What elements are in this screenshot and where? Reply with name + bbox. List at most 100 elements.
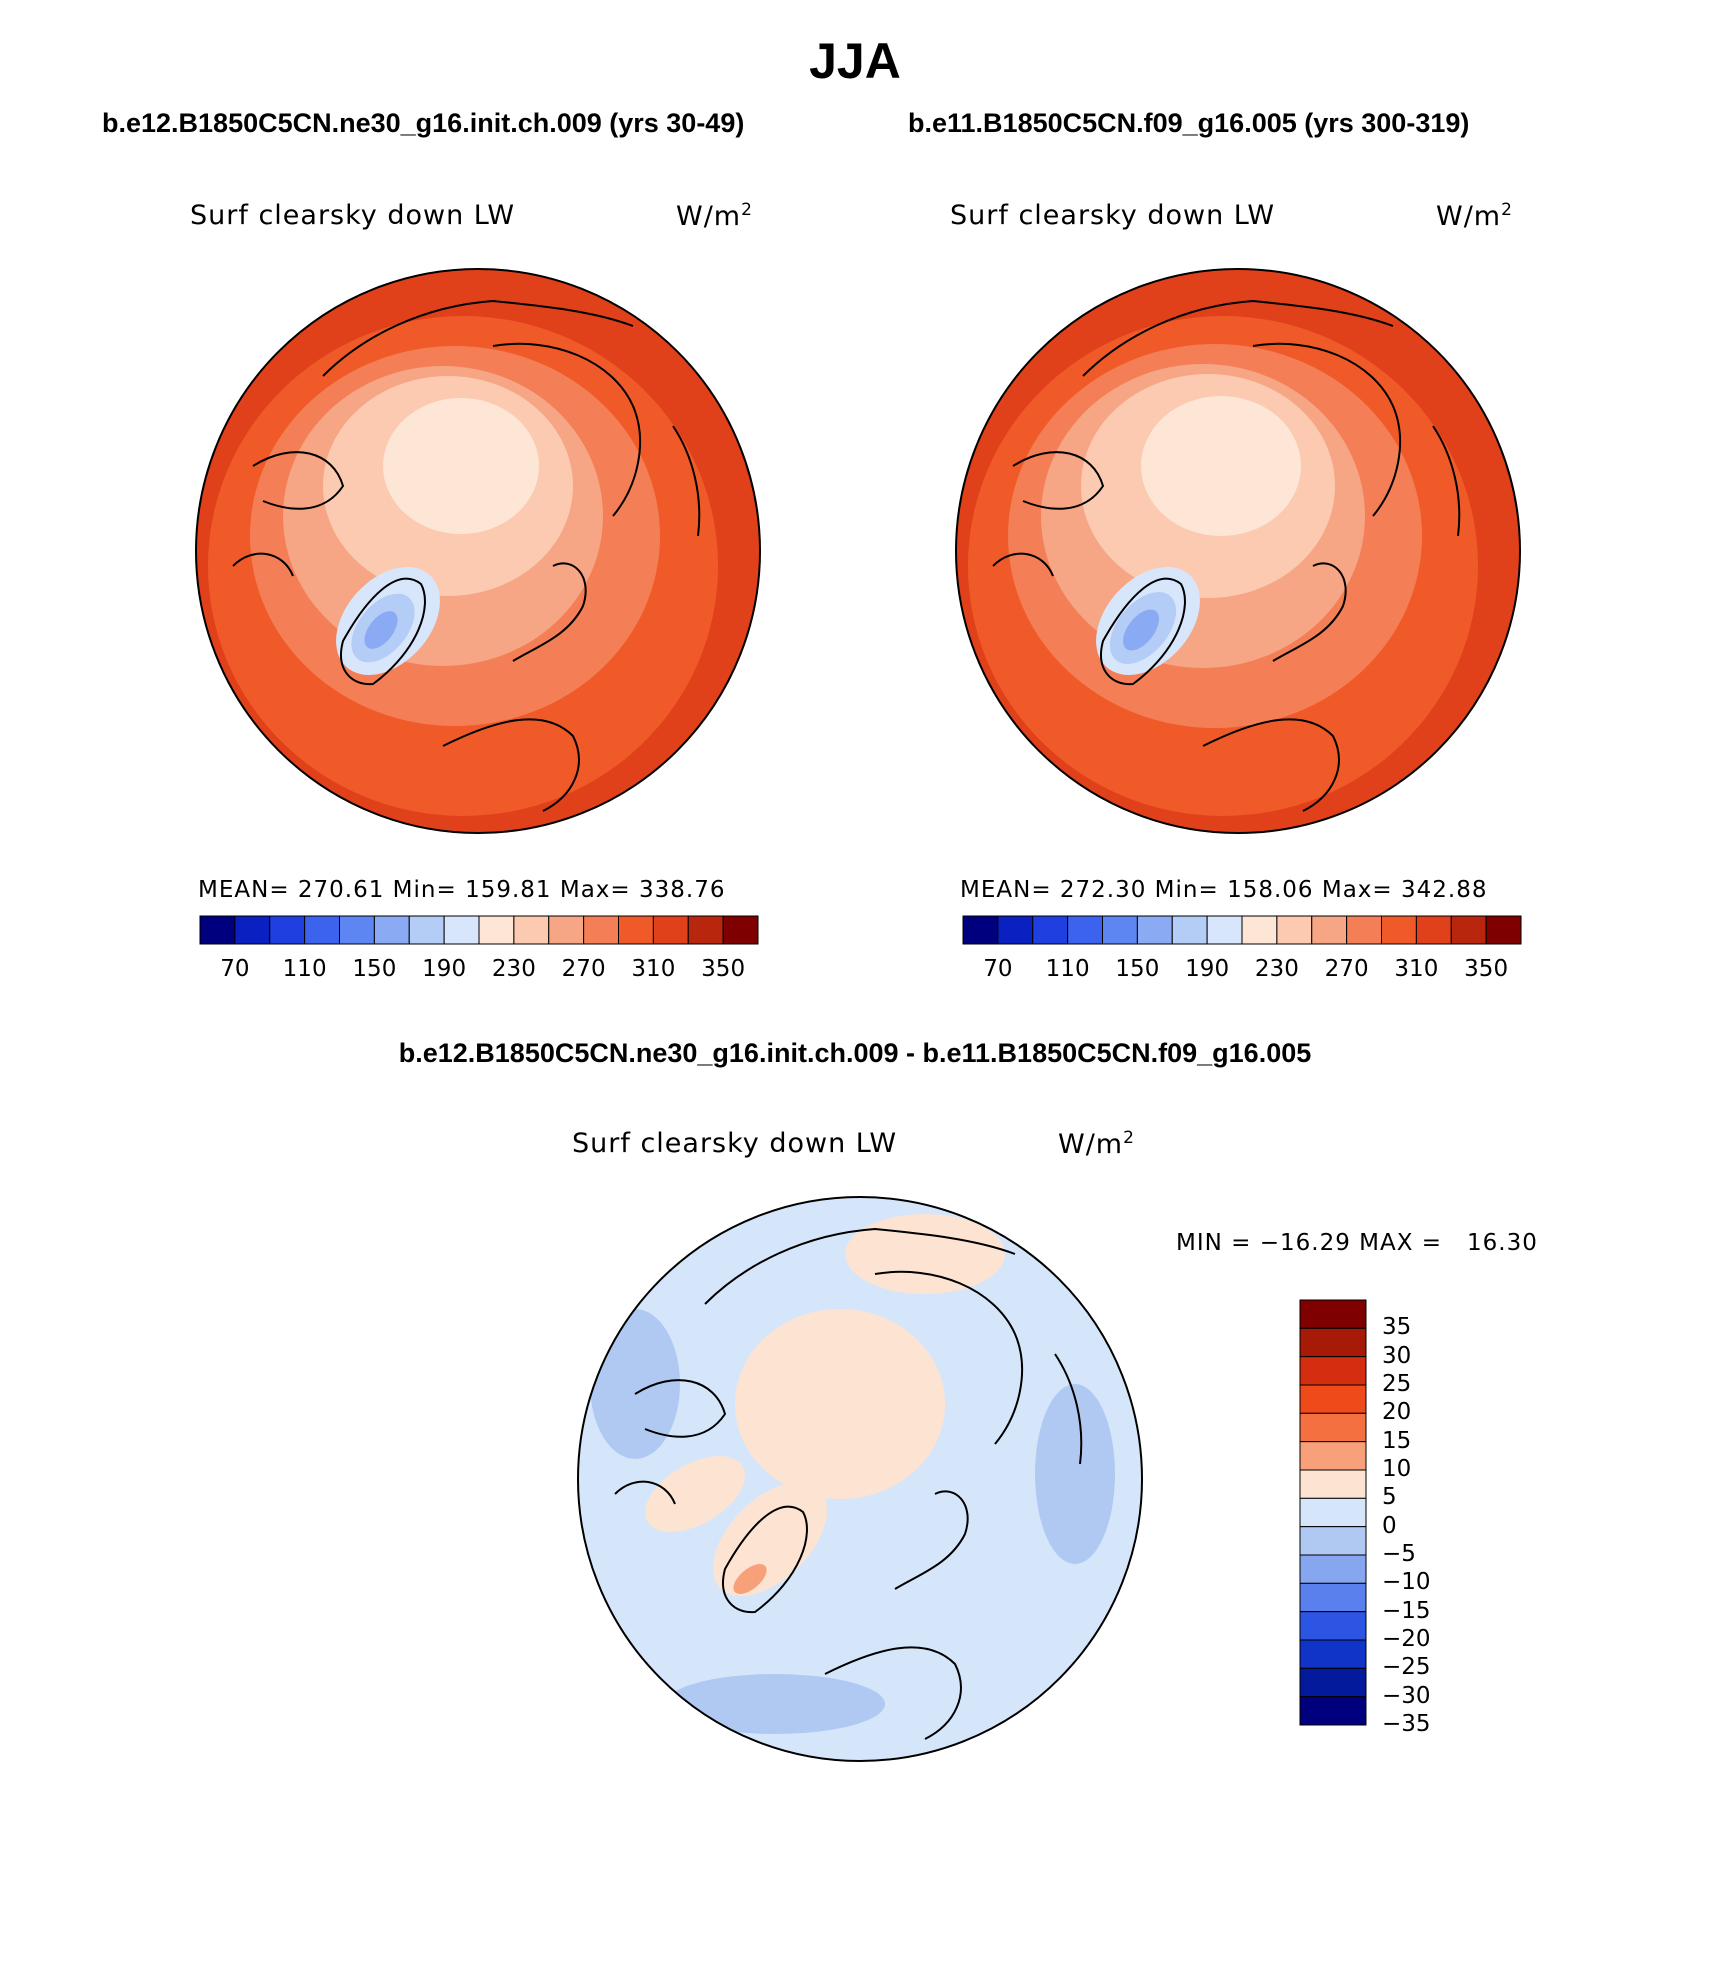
colorbar-swatch (234, 915, 271, 945)
colorbar-swatch (997, 915, 1034, 945)
panel-1-colorbar (199, 915, 759, 945)
colorbar-swatch (962, 915, 999, 945)
diff-colorbar-swatch (1299, 1554, 1367, 1584)
panel-1-field-greenland-160 (364, 611, 398, 649)
panel-1-run-title: b.e12.B1850C5CN.ne30_g16.init.ch.009 (yr… (102, 108, 745, 138)
diff-field-negative-pacific (1035, 1384, 1115, 1564)
diff-field-negative-atlantic (590, 1309, 680, 1459)
colorbar-swatch (1102, 915, 1138, 945)
panel-2-colorbar-label: 110 (1045, 956, 1090, 982)
diff-colorbar-label: 35 (1382, 1314, 1412, 1341)
diff-units-base: W/m (1058, 1129, 1124, 1160)
panel-1-units-label: W/m2 (676, 200, 753, 232)
panel-1-units-base: W/m (676, 201, 742, 232)
colorbar-swatch (1241, 915, 1278, 945)
diff-colorbar-labels: 35 30 25 20 15 10 5 0 −5 −10 −15 −20 −25… (1382, 1300, 1502, 1737)
diff-colorbar-swatch (1299, 1582, 1367, 1613)
diff-colorbar (1299, 1299, 1367, 1726)
colorbar-swatch (1136, 915, 1173, 945)
colorbar-swatch (548, 915, 585, 945)
colorbar-swatch (408, 915, 445, 945)
diff-colorbar-swatch (1299, 1384, 1367, 1414)
diff-colorbar-swatch (1299, 1356, 1367, 1386)
panel-2-field-band-220 (1141, 396, 1301, 536)
colorbar-swatch (1206, 915, 1243, 945)
colorbar-swatch (1276, 915, 1313, 945)
diff-colorbar-label: 10 (1382, 1456, 1412, 1482)
diff-field-positive-greenland (712, 1481, 828, 1597)
diff-colorbar-label: −25 (1382, 1654, 1431, 1681)
colorbar-swatch (1067, 915, 1104, 945)
diff-colorbar-label: 25 (1382, 1371, 1412, 1397)
colorbar-swatch (513, 915, 550, 945)
panel-1-map-border (195, 268, 761, 834)
panel-1-colorbar-label: 350 (701, 956, 746, 982)
diff-units-exponent: 2 (1123, 1128, 1135, 1148)
panel-2-colorbar-label: 350 (1464, 956, 1509, 982)
panel-2-run-title: b.e11.B1850C5CN.f09_g16.005 (yrs 300-319… (908, 108, 1470, 138)
diff-colorbar-label: −35 (1382, 1711, 1431, 1737)
panel-2-colorbar-label: 190 (1185, 956, 1230, 982)
diff-units-label: W/m2 (1058, 1128, 1135, 1160)
diff-colorbar-swatch (1299, 1696, 1367, 1726)
colorbar-swatch (1171, 915, 1208, 945)
colorbar-swatch (687, 915, 724, 945)
panel-2-units-label: W/m2 (1436, 200, 1513, 232)
panel-1-colorbar-labels: 70 110 150 190 230 270 310 350 (200, 956, 758, 986)
panel-1-colorbar-label: 190 (422, 956, 467, 982)
diff-colorbar-label: 15 (1382, 1427, 1412, 1454)
diff-colorbar-label: 30 (1382, 1342, 1412, 1369)
panel-1-colorbar-label: 270 (561, 956, 606, 982)
panel-2-field-greenland-160 (1123, 609, 1159, 651)
panel-2-colorbar-label: 310 (1394, 956, 1439, 982)
diff-run-title: b.e12.B1850C5CN.ne30_g16.init.ch.009 - b… (398, 1038, 1312, 1068)
colorbar-swatch (373, 915, 410, 945)
diff-colorbar-swatch (1299, 1327, 1367, 1358)
panel-2-colorbar (962, 915, 1522, 945)
diff-field-positive-arctic (735, 1309, 945, 1499)
panel-2-map-border (955, 268, 1521, 834)
diff-colorbar-swatch (1299, 1497, 1367, 1528)
page-title: JJA (809, 33, 901, 89)
panel-2-polar-map (955, 268, 1521, 834)
colorbar-swatch (443, 915, 480, 945)
panel-2-colorbar-label: 70 (983, 956, 1013, 982)
diff-colorbar-swatch (1299, 1299, 1367, 1329)
diff-colorbar-swatch (1299, 1526, 1367, 1556)
diff-colorbar-swatch (1299, 1611, 1367, 1641)
panel-1-colorbar-label: 150 (352, 956, 397, 982)
panel-2-coastlines (992, 299, 1461, 812)
panel-2-colorbar-labels: 70 110 150 190 230 270 310 350 (963, 956, 1521, 986)
panel-1-field-band-220 (383, 398, 539, 534)
panel-1-colorbar-label: 70 (220, 956, 250, 982)
diff-colorbar-label: −15 (1382, 1597, 1431, 1624)
panel-2-variable-label: Surf clearsky down LW (950, 200, 1276, 231)
diff-field-negative-south (665, 1674, 885, 1734)
panel-1-stats: MEAN= 270.61 Min= 159.81 Max= 338.76 (198, 877, 726, 903)
colorbar-swatch (478, 915, 515, 945)
panel-1-colorbar-label: 230 (491, 956, 536, 982)
diff-map-border (577, 1196, 1143, 1762)
diff-colorbar-swatch (1299, 1441, 1367, 1471)
panel-1-coastlines (232, 299, 701, 812)
colorbar-swatch (339, 915, 375, 945)
panel-2-units-exponent: 2 (1501, 200, 1513, 220)
panel-1-colorbar-label: 310 (631, 956, 676, 982)
colorbar-swatch (1450, 915, 1487, 945)
panel-1-variable-label: Surf clearsky down LW (190, 200, 516, 231)
colorbar-swatch (652, 915, 689, 945)
colorbar-swatch (199, 915, 236, 945)
diff-field-positive-greenland-strong (733, 1564, 767, 1594)
diff-colorbar-label: 0 (1382, 1512, 1397, 1539)
colorbar-swatch (1032, 915, 1069, 945)
diff-field-positive-canada (645, 1456, 745, 1532)
colorbar-swatch (618, 915, 654, 945)
diff-colorbar-label: −5 (1382, 1541, 1416, 1567)
diff-colorbar-label: 20 (1382, 1399, 1412, 1426)
colorbar-swatch (722, 915, 759, 945)
panel-1-colorbar-label: 110 (282, 956, 327, 982)
colorbar-swatch (1311, 915, 1348, 945)
colorbar-swatch (583, 915, 620, 945)
diff-colorbar-swatch (1299, 1469, 1367, 1499)
diff-stats: MIN = −16.29 MAX = 16.30 (1176, 1230, 1538, 1256)
